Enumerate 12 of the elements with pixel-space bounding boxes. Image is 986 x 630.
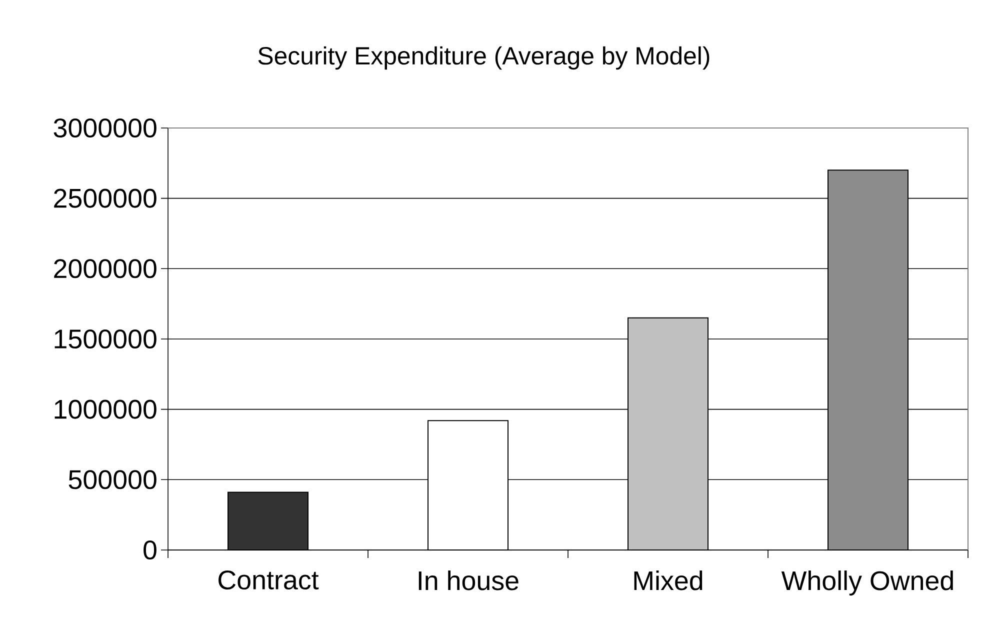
y-tick-label: 0 [144,540,156,560]
x-tick-label: Contract [218,570,319,590]
y-tick-label: 2500000 [54,188,156,208]
x-tick-label: In house [418,570,518,590]
x-tick-label: Wholly Owned [781,570,953,596]
chart-title: Security Expenditure (Average by Model) [258,46,710,70]
y-tick-label: 2000000 [54,259,156,278]
y-tick-label: 1500000 [54,329,156,349]
x-tick-label: Mixed [634,570,702,590]
y-tick-label: 500000 [68,470,156,490]
y-tick-label: 3000000 [54,118,156,138]
y-tick-label: 1000000 [54,400,156,419]
